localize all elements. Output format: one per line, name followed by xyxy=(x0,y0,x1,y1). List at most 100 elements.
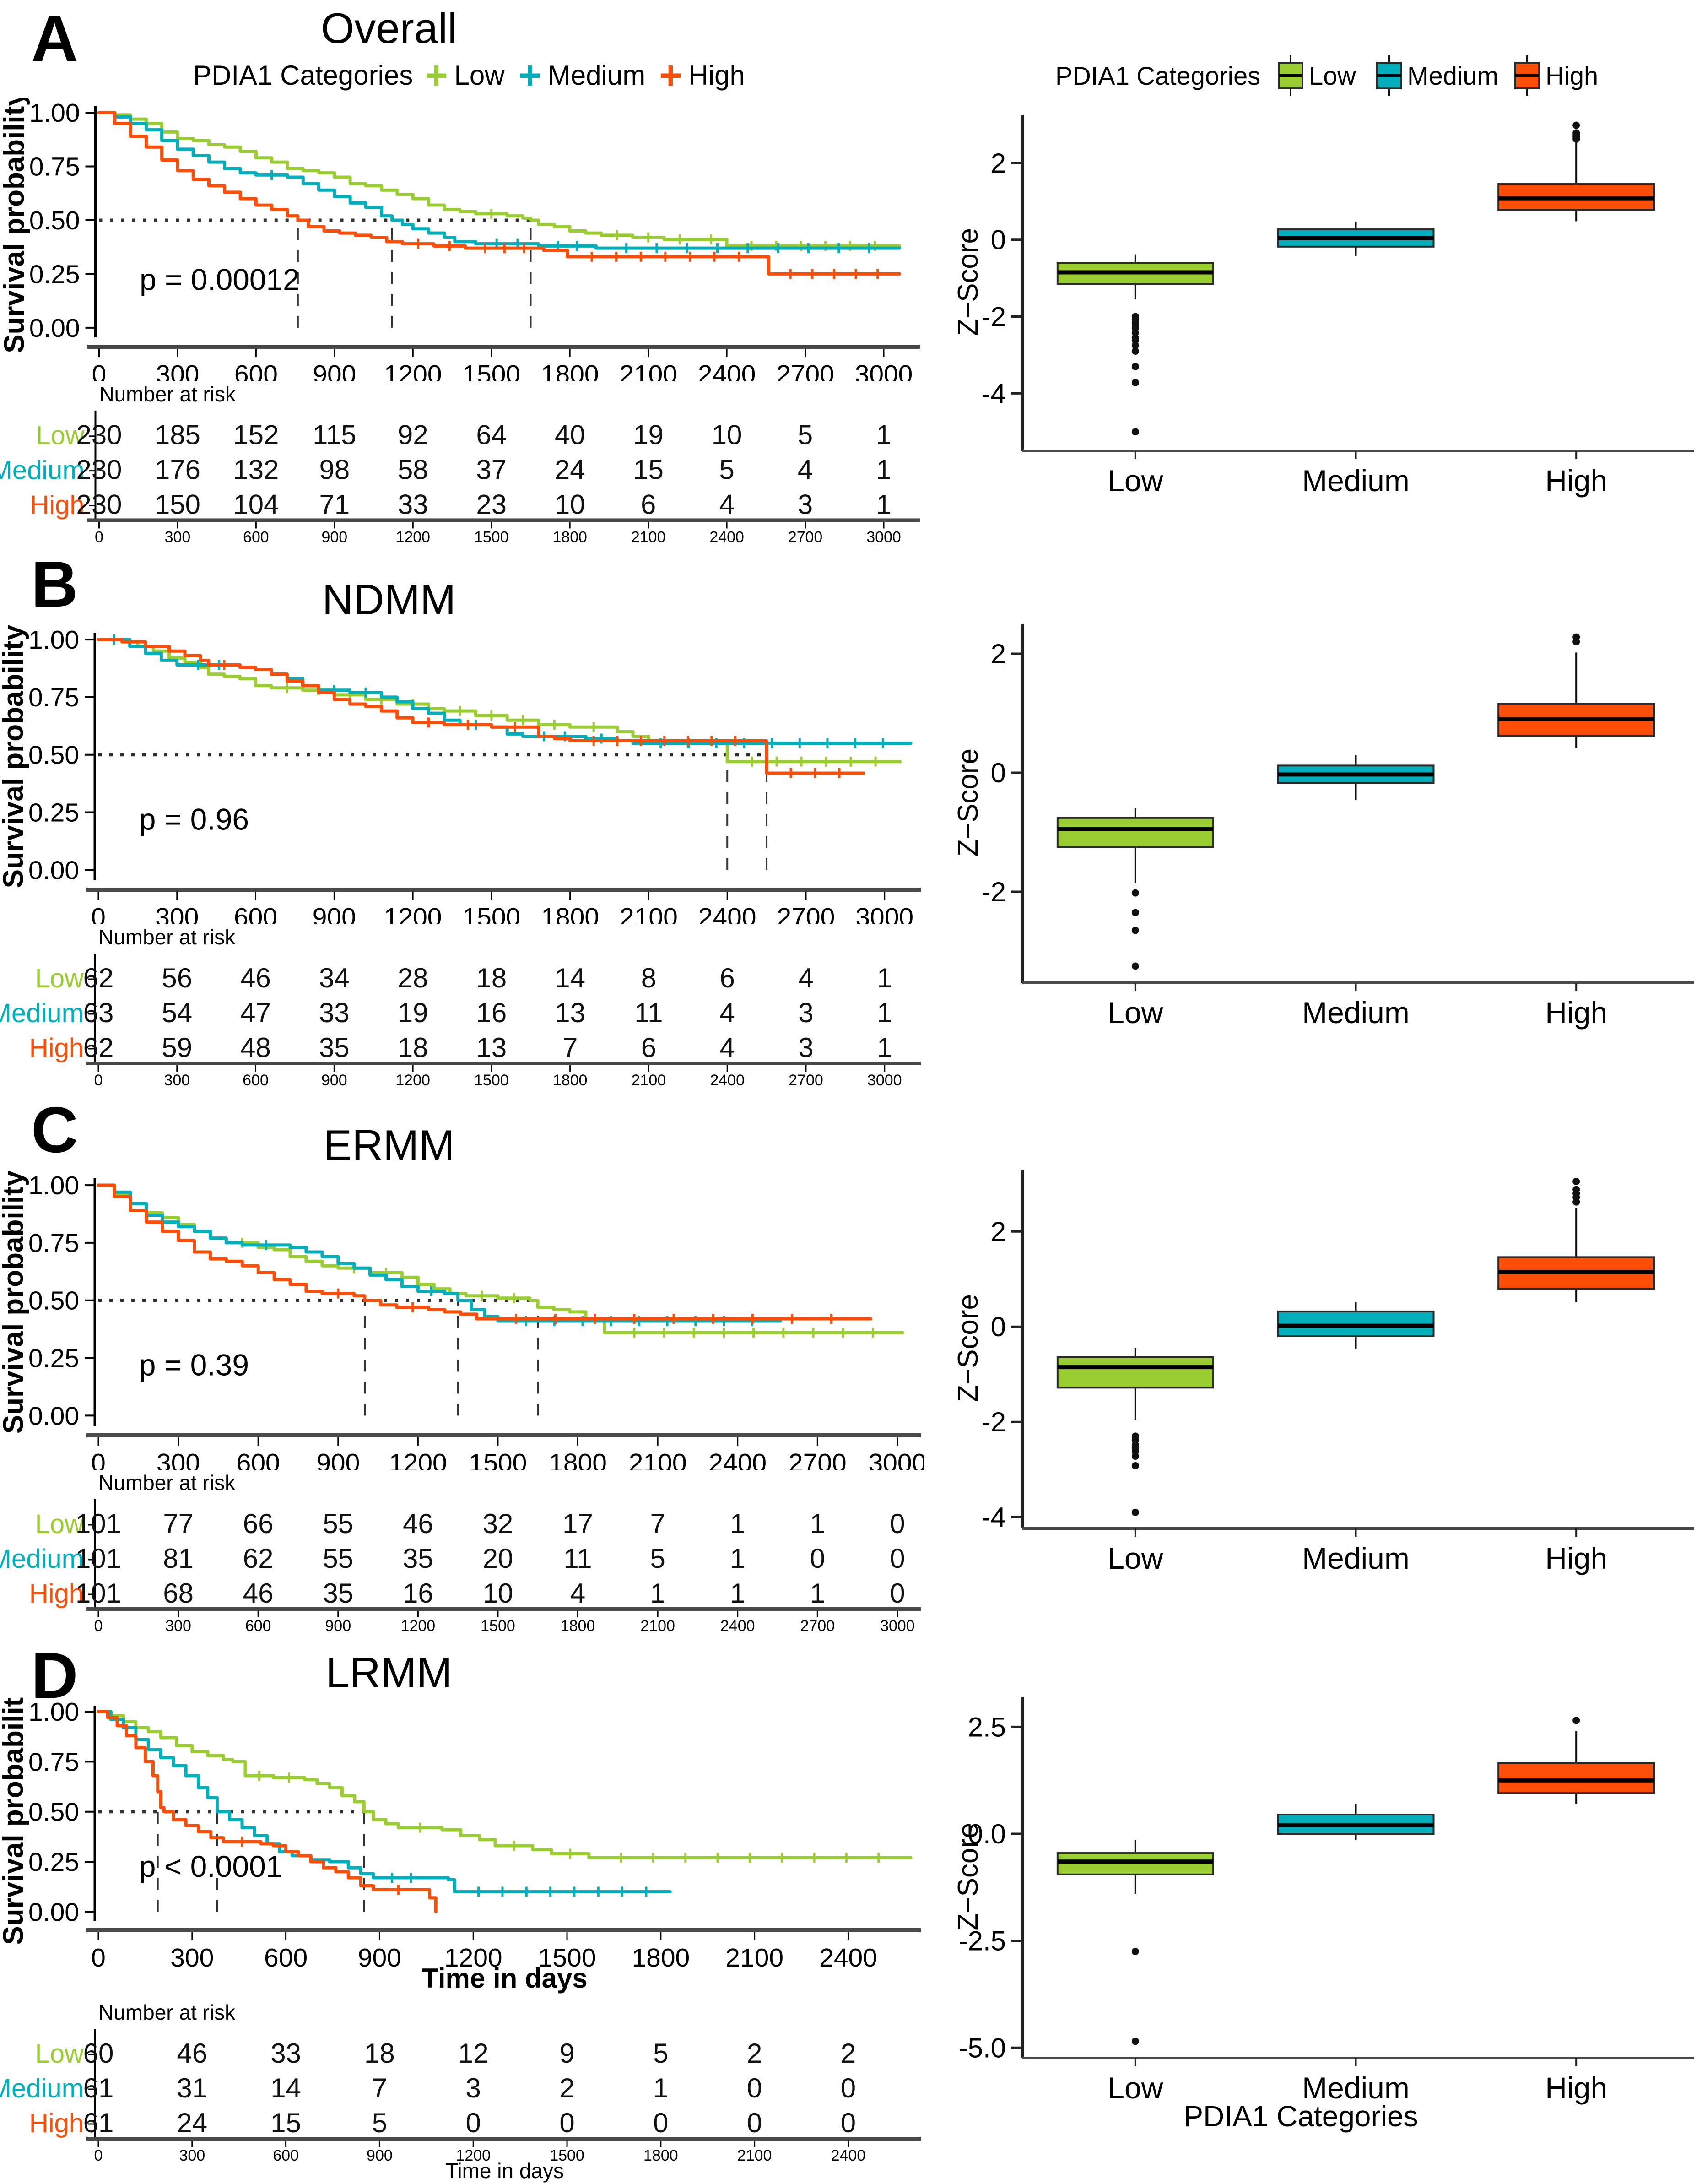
risk-x-tick-label: 600 xyxy=(245,1617,271,1635)
risk-x-tick-label: 300 xyxy=(165,1617,191,1635)
risk-value: 40 xyxy=(555,419,585,450)
risk-value: 1 xyxy=(810,1578,825,1609)
x-tick-label: 2700 xyxy=(789,1448,847,1470)
risk-value: 62 xyxy=(83,963,114,993)
risk-x-tick-label: 900 xyxy=(367,2147,393,2164)
x-tick-label: 1500 xyxy=(538,1943,596,1973)
risk-value: 1 xyxy=(810,1508,825,1539)
risk-value: 13 xyxy=(555,997,585,1028)
risk-x-tick-label: 600 xyxy=(273,2147,299,2164)
risk-x-tick-label: 2700 xyxy=(788,528,822,546)
box-category-label: Medium xyxy=(1302,1541,1410,1575)
x-tick-label: 0 xyxy=(91,1943,106,1973)
risk-value: 46 xyxy=(403,1508,433,1539)
p-value: p = 0.00012 xyxy=(140,262,300,296)
risk-value: 24 xyxy=(177,2108,207,2138)
risk-value: 1 xyxy=(876,489,891,520)
risk-value: 11 xyxy=(563,1543,592,1574)
boxplot: 2 0 -2 -4 Z−Score Low Medium High xyxy=(956,1170,1694,1575)
risk-x-tick-label: 1800 xyxy=(643,2147,678,2164)
risk-value: 14 xyxy=(555,963,585,993)
km-curve-high xyxy=(97,638,865,778)
y-tick-label: 0.75 xyxy=(28,1747,79,1777)
risk-value: 0 xyxy=(841,2108,856,2138)
x-axis-label: Time in days xyxy=(421,1963,587,1994)
risk-x-tick-label: 1800 xyxy=(561,1617,595,1635)
risk-row-label: Medium xyxy=(0,455,85,485)
risk-value: 1 xyxy=(876,419,891,450)
y-tick-label: 0.50 xyxy=(29,206,80,235)
risk-value: 18 xyxy=(398,1032,428,1063)
km-curve-low xyxy=(97,638,902,767)
y-tick-label: 1.00 xyxy=(28,625,79,655)
risk-table-header: Number at risk xyxy=(98,925,236,949)
km-title: ERMM xyxy=(323,1121,455,1169)
km-title: NDMM xyxy=(322,575,456,623)
risk-value: 0 xyxy=(653,2108,668,2138)
risk-value: 4 xyxy=(720,1032,735,1063)
risk-value: 14 xyxy=(270,2073,301,2103)
panel-overall: A Overall PDIA1 Categories + Low + Medium + Hi… xyxy=(0,0,1702,546)
x-tick-label: 2400 xyxy=(698,360,756,381)
x-tick-label: 2400 xyxy=(708,1448,767,1470)
risk-value: 47 xyxy=(240,997,271,1028)
risk-x-tick-label: 900 xyxy=(321,1072,347,1089)
plus-marker-icon: + xyxy=(518,53,541,98)
risk-value: 20 xyxy=(483,1543,513,1574)
legend-label: Low xyxy=(454,60,505,91)
y-axis-label: Survival probability xyxy=(0,1697,29,1945)
legend-entry-low: + Low xyxy=(425,56,505,95)
risk-value: 81 xyxy=(163,1543,194,1574)
risk-value: 63 xyxy=(83,997,114,1028)
risk-value: 46 xyxy=(243,1578,274,1609)
risk-value: 104 xyxy=(233,489,279,520)
risk-value: 8 xyxy=(641,963,656,993)
risk-value: 33 xyxy=(398,489,428,520)
box-category-label: Medium xyxy=(1302,996,1410,1030)
risk-value: 19 xyxy=(398,997,428,1028)
y-tick-label: 0.25 xyxy=(28,1848,79,1877)
legend-entry-high: + High xyxy=(659,56,745,95)
x-tick-label: 600 xyxy=(234,903,277,924)
y-tick-label: -2.5 xyxy=(958,1926,1005,1956)
risk-value: 3 xyxy=(466,2073,481,2103)
x-tick-label: 1500 xyxy=(462,903,520,924)
box-category-label: Medium xyxy=(1302,2071,1410,2105)
risk-value: 4 xyxy=(720,997,735,1028)
panel-letter: B xyxy=(31,548,78,621)
risk-x-tick-label: 300 xyxy=(179,2147,205,2164)
y-tick-label: 0.00 xyxy=(28,1401,79,1431)
risk-value: 5 xyxy=(719,454,734,485)
y-axis-label: Survival probability xyxy=(0,1170,29,1434)
km-curve-medium xyxy=(97,1183,782,1327)
risk-x-tick-label: 2100 xyxy=(737,2147,772,2164)
km-legend: PDIA1 Categories + Low + Medium + High xyxy=(0,53,952,98)
x-tick-label: 2400 xyxy=(819,1943,877,1973)
risk-row-label: High xyxy=(30,490,85,520)
y-tick-label: 0.75 xyxy=(29,152,80,181)
risk-value: 60 xyxy=(83,2038,114,2069)
risk-value: 2 xyxy=(841,2038,856,2069)
risk-value: 34 xyxy=(319,963,350,993)
panel-letter: C xyxy=(31,1094,78,1166)
y-tick-label: -4 xyxy=(981,1502,1005,1533)
risk-value: 5 xyxy=(653,2038,668,2069)
risk-value: 0 xyxy=(466,2108,481,2138)
box-group-low xyxy=(1056,1348,1214,1516)
risk-x-tick-label: 900 xyxy=(325,1617,351,1635)
y-tick-label: -2 xyxy=(981,302,1005,332)
km-title: LRMM xyxy=(325,1648,453,1696)
y-tick-label: 0.25 xyxy=(29,260,80,289)
x-tick-label: 600 xyxy=(237,1448,280,1470)
y-tick-label: 0.50 xyxy=(28,741,79,770)
box-category-label: Medium xyxy=(1302,464,1410,498)
